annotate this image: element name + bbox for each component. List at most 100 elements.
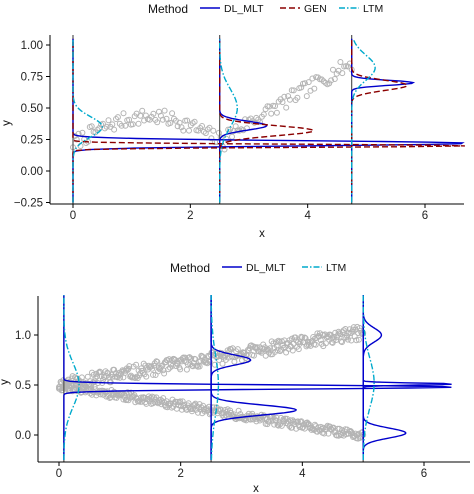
data-point	[118, 122, 125, 129]
data-point	[272, 103, 278, 110]
bottom-y-axis-label: y	[0, 379, 11, 385]
data-point	[154, 358, 161, 365]
data-point	[141, 117, 148, 124]
data-point	[199, 123, 205, 129]
legend-label: DL_MLT	[224, 3, 264, 15]
data-point	[180, 127, 187, 134]
density-curve-dl-mlt	[351, 38, 416, 203]
data-point	[355, 336, 362, 343]
x-tick-label: 4	[304, 210, 311, 222]
data-point	[208, 135, 215, 142]
data-point	[206, 124, 213, 131]
data-point	[322, 340, 329, 347]
data-point	[217, 353, 224, 360]
data-point	[268, 110, 275, 117]
data-point	[260, 111, 267, 118]
data-point	[275, 422, 282, 429]
y-tick-label: 0.25	[21, 135, 43, 147]
data-point	[84, 373, 91, 380]
data-point	[190, 402, 197, 409]
top-x-axis-label: x	[259, 228, 265, 240]
y-tick-label: 0.50	[21, 103, 43, 115]
data-point	[169, 110, 176, 117]
data-point	[139, 369, 146, 376]
data-point	[188, 355, 195, 362]
data-point	[150, 371, 156, 378]
data-point	[133, 361, 140, 368]
data-point	[309, 75, 316, 82]
data-point	[222, 412, 229, 419]
bottom-density-curves	[63, 295, 452, 460]
data-point	[177, 366, 184, 373]
data-point	[139, 107, 146, 114]
data-point	[150, 110, 157, 117]
density-curve-ltm	[210, 295, 220, 460]
data-point	[183, 366, 190, 373]
bottom-scatter-points	[56, 323, 367, 442]
y-tick-label: 1.0	[15, 330, 31, 342]
bottom-legend-title: Method	[170, 261, 210, 275]
density-curve-dl-mlt	[210, 295, 297, 460]
density-curve-ltm	[362, 295, 375, 460]
data-point	[111, 126, 118, 133]
data-point	[331, 76, 338, 82]
x-tick-label: 2	[187, 210, 193, 222]
data-point	[126, 363, 133, 370]
data-point	[186, 127, 192, 134]
data-point	[235, 407, 242, 414]
data-point	[353, 337, 360, 344]
data-point	[164, 404, 171, 411]
top-density-curves	[72, 38, 465, 203]
data-point	[159, 116, 166, 123]
data-point	[333, 70, 340, 77]
data-point	[289, 347, 296, 354]
data-point	[113, 116, 119, 122]
data-point	[122, 122, 129, 129]
y-tick-label: 0.00	[21, 166, 43, 178]
y-tick-label: −0.25	[14, 198, 43, 210]
x-tick-label: 4	[299, 468, 306, 480]
data-point	[165, 366, 172, 373]
data-point	[109, 121, 116, 128]
data-point	[344, 336, 351, 343]
data-point	[160, 395, 167, 402]
data-point	[330, 66, 336, 73]
data-point	[283, 349, 290, 356]
data-point	[328, 332, 334, 339]
data-point	[294, 418, 301, 425]
data-point	[124, 389, 131, 396]
data-point	[229, 133, 235, 140]
y-tick-label: 0.5	[15, 380, 31, 392]
data-point	[191, 118, 198, 125]
data-point	[325, 430, 332, 437]
data-point	[329, 339, 336, 346]
data-point	[311, 85, 318, 92]
data-point	[153, 358, 160, 365]
x-tick-label: 6	[422, 210, 428, 222]
data-point	[328, 77, 335, 84]
data-point	[331, 334, 338, 340]
data-point	[317, 337, 324, 344]
data-point	[203, 359, 210, 366]
data-point	[126, 116, 133, 123]
data-point	[342, 326, 349, 332]
data-point	[278, 338, 285, 345]
data-point	[132, 375, 139, 381]
x-tick-label: 0	[70, 210, 76, 222]
density-curve-ltm	[219, 38, 238, 203]
data-point	[184, 117, 191, 124]
data-point	[154, 119, 161, 126]
data-point	[305, 421, 312, 428]
y-tick-label: 1.00	[21, 40, 43, 52]
density-curve-dl-mlt	[210, 295, 252, 460]
data-point	[120, 110, 127, 117]
data-point	[146, 116, 153, 123]
density-curve-dl-mlt	[219, 38, 268, 203]
data-point	[273, 109, 280, 116]
data-point	[169, 362, 176, 369]
legend-label: DL_MLT	[246, 262, 286, 274]
bottom-axes: 0 2 4 6 0.0 0.5 1.0	[15, 296, 470, 480]
data-point	[234, 346, 241, 353]
data-point	[161, 107, 168, 114]
